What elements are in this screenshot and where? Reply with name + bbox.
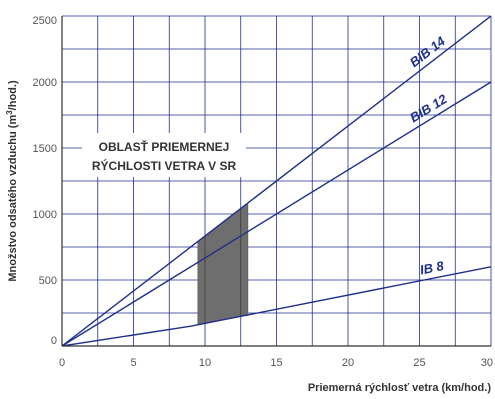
series-line-bib-14 <box>62 16 491 346</box>
x-tick-label: 30 <box>481 357 493 369</box>
series-line-ib-8 <box>62 266 491 346</box>
x-tick-label: 25 <box>413 357 425 369</box>
annotation-box <box>82 133 246 177</box>
tick-labels: 0 5 10 15 20 25 30 0 500 1000 1500 2000 2500 <box>33 15 493 369</box>
annotation-line-1: OBLASŤ PRIEMERNEJ <box>99 139 230 154</box>
x-tick-label: 0 <box>59 357 65 369</box>
axes <box>61 16 491 347</box>
annotation: OBLASŤ PRIEMERNEJ RÝCHLOSTI VETRA V SR <box>82 133 246 177</box>
x-tick-label: 10 <box>199 357 211 369</box>
y-tick-label: 500 <box>39 275 57 287</box>
x-axis-title: Priemerná rýchlosť vetra (km/hod.) <box>308 382 492 394</box>
y-tick-label: 2500 <box>33 15 57 27</box>
y-tick-label: 1500 <box>33 143 57 155</box>
x-tick-label: 20 <box>342 357 354 369</box>
y-tick-label: 1000 <box>33 209 57 221</box>
series-line-bib-12 <box>62 81 491 346</box>
series-layer <box>62 16 491 346</box>
y-tick-label: 0 <box>51 335 57 347</box>
x-tick-label: 15 <box>270 357 282 369</box>
annotation-line-2: RÝCHLOSTI VETRA V SR <box>92 158 237 173</box>
x-tick-label: 5 <box>130 357 136 369</box>
y-tick-label: 2000 <box>33 77 57 89</box>
y-axis-title: Množstvo odsatého vzduchu (m3/hod.) <box>5 80 20 282</box>
series-label-ib-8: IB 8 <box>419 258 446 277</box>
